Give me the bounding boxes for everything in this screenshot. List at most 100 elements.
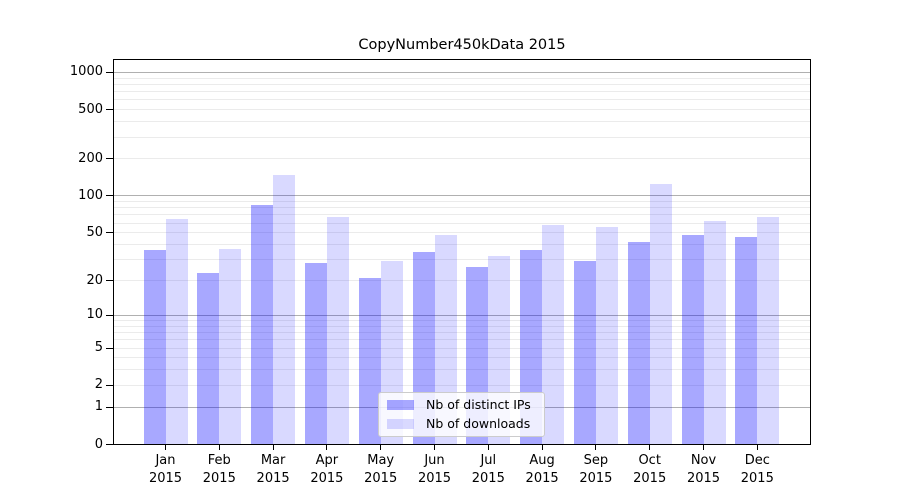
gridline-minor	[113, 91, 811, 93]
x-tick-label-jul: Jul 2015	[460, 452, 516, 487]
x-tick-year: 2015	[256, 470, 290, 486]
y-tick-label: 50	[86, 224, 103, 240]
gridline-minor	[113, 136, 811, 138]
gridline-minor	[113, 158, 811, 160]
bar-downloads-oct	[649, 184, 672, 445]
gridline-minor	[113, 207, 811, 209]
x-tick-mark	[165, 445, 166, 450]
y-tick-mark	[106, 444, 113, 445]
gridline-minor	[113, 347, 811, 349]
plot-area: Nb of distinct IPs Nb of downloads	[113, 59, 811, 445]
y-tick-mark	[106, 314, 113, 316]
gridline-major	[113, 71, 811, 73]
x-tick-label-feb: Feb 2015	[191, 452, 247, 487]
bar-distinct-ips-sep	[573, 261, 596, 445]
x-tick-year: 2015	[686, 470, 721, 486]
y-tick-label: 200	[78, 150, 103, 166]
x-tick-year: 2015	[310, 470, 344, 486]
gridline-minor	[113, 232, 811, 234]
y-tick-label: 0	[94, 436, 103, 452]
x-tick-month: Nov	[690, 453, 717, 468]
x-tick-mark	[380, 445, 382, 450]
gridline-minor	[113, 244, 811, 246]
gridline-major	[113, 314, 811, 316]
bar-distinct-ips-oct	[627, 241, 650, 445]
x-tick-month: May	[367, 453, 395, 468]
x-tick-mark	[541, 445, 543, 450]
gridline-minor	[113, 109, 811, 111]
x-tick-mark	[703, 445, 704, 450]
x-tick-month: Apr	[315, 453, 339, 468]
legend: Nb of distinct IPs Nb of downloads	[378, 392, 545, 437]
gridline-minor	[113, 332, 811, 334]
gridline-minor	[113, 201, 811, 203]
bar-downloads-sep	[595, 226, 618, 445]
bar-distinct-ips-mar	[251, 205, 274, 445]
x-tick-label-oct: Oct 2015	[622, 452, 678, 487]
x-tick-label-aug: Aug 2015	[514, 452, 570, 487]
legend-row-downloads: Nb of downloads	[379, 415, 544, 433]
x-tick-mark	[218, 445, 220, 450]
bar-distinct-ips-nov	[681, 234, 704, 445]
x-tick-mark	[649, 445, 651, 450]
x-tick-month: Jan	[155, 453, 176, 468]
x-tick-year: 2015	[364, 470, 398, 486]
x-tick-label-nov: Nov 2015	[676, 452, 732, 487]
bar-downloads-apr	[326, 217, 349, 445]
gridline-minor	[113, 339, 811, 341]
gridline-minor	[113, 121, 811, 123]
x-tick-mark	[434, 445, 435, 450]
bar-distinct-ips-may	[358, 278, 381, 445]
gridline-minor	[113, 259, 811, 261]
x-tick-month: Feb	[207, 453, 231, 468]
gridline-minor	[113, 83, 811, 85]
gridline-minor	[113, 280, 811, 282]
x-tick-label-sep: Sep 2015	[568, 452, 624, 487]
gridline-minor	[113, 77, 811, 79]
y-tick-mark	[106, 109, 113, 111]
bar-downloads-feb	[219, 248, 242, 445]
x-tick-year: 2015	[525, 470, 559, 486]
y-tick-mark	[106, 406, 113, 408]
x-tick-year: 2015	[417, 470, 452, 486]
y-tick-label: 100	[78, 187, 103, 203]
y-tick-label: 20	[86, 272, 103, 288]
y-tick-label: 500	[78, 101, 103, 117]
x-tick-label-dec: Dec 2015	[729, 452, 785, 487]
x-tick-year: 2015	[579, 470, 613, 486]
x-tick-month: Oct	[638, 453, 661, 468]
bar-distinct-ips-feb	[197, 273, 220, 445]
gridline-minor	[113, 369, 811, 371]
x-tick-year: 2015	[740, 470, 774, 486]
gridline-minor	[113, 214, 811, 216]
y-tick-mark	[106, 347, 113, 349]
gridline-major	[113, 195, 811, 197]
x-tick-month: Sep	[583, 453, 609, 468]
legend-swatch-distinct-ips-icon	[387, 400, 414, 410]
x-tick-label-jun: Jun 2015	[407, 452, 463, 487]
y-tick-mark	[106, 232, 113, 234]
x-tick-year: 2015	[471, 470, 505, 486]
gridline-minor	[113, 222, 811, 224]
y-tick-label: 1000	[69, 64, 103, 80]
gridline-minor	[113, 99, 811, 101]
gridline-minor	[113, 384, 811, 386]
y-tick-label: 2	[94, 377, 103, 393]
x-tick-month: Dec	[744, 453, 770, 468]
chart-title: CopyNumber450kData 2015	[358, 37, 566, 53]
bar-downloads-dec	[757, 217, 780, 445]
bar-distinct-ips-dec	[735, 237, 758, 445]
x-tick-year: 2015	[148, 470, 183, 486]
x-tick-year: 2015	[633, 470, 667, 486]
legend-swatch-downloads-icon	[387, 419, 414, 429]
y-tick-label: 10	[86, 307, 103, 323]
bar-distinct-ips-apr	[304, 263, 327, 445]
legend-row-distinct-ips: Nb of distinct IPs	[379, 396, 544, 414]
gridline-minor	[113, 325, 811, 327]
x-tick-mark	[272, 445, 274, 450]
y-tick-label: 1	[94, 399, 103, 415]
x-tick-mark	[487, 445, 489, 450]
x-tick-mark	[595, 445, 597, 450]
bar-downloads-jan	[165, 218, 188, 445]
